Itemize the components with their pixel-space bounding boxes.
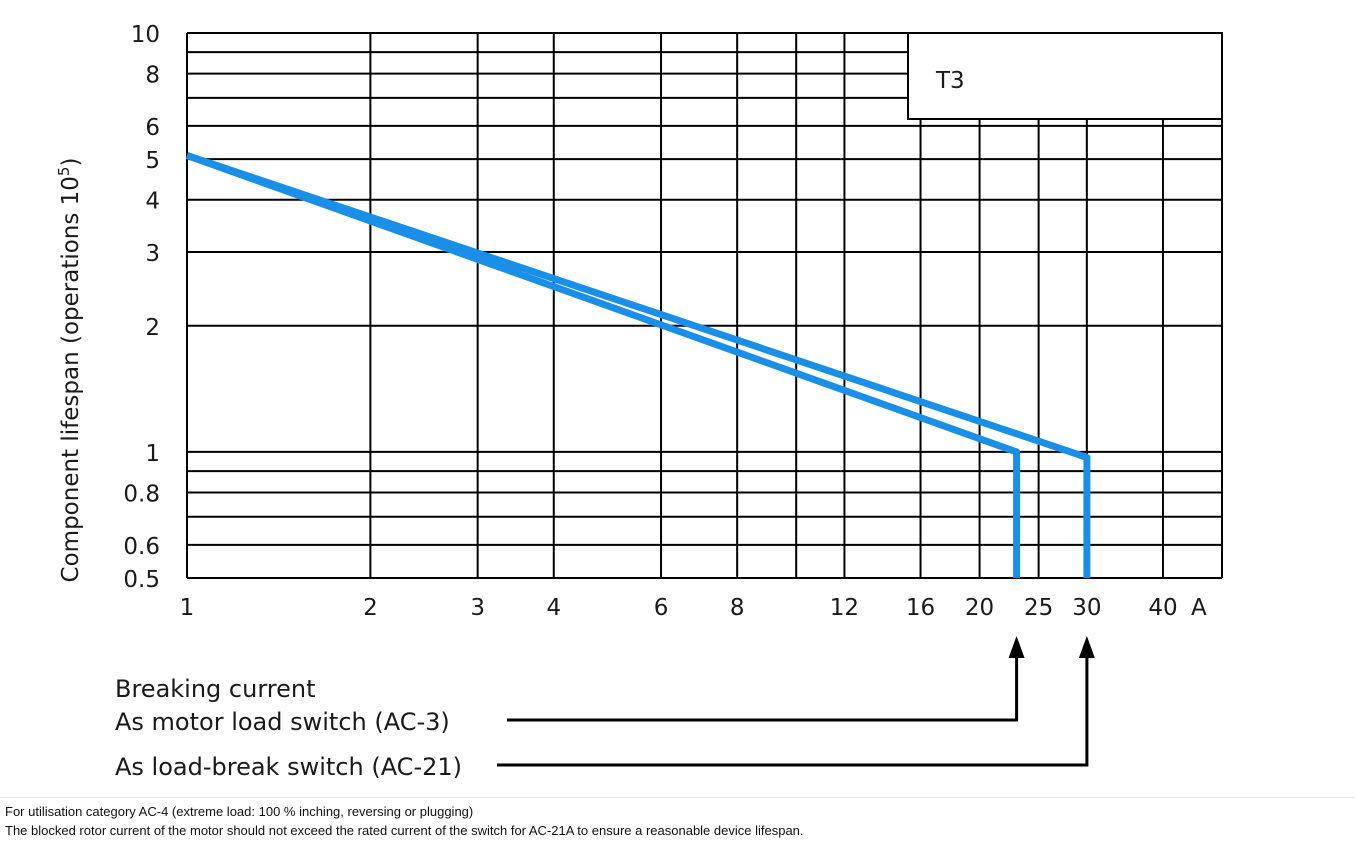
footnote-blocked-rotor: The blocked rotor current of the motor s… xyxy=(5,823,804,838)
x-tick-label: 30 xyxy=(1072,595,1101,621)
y-tick-label: 2 xyxy=(145,315,160,341)
x-tick-label: 2 xyxy=(363,595,378,621)
y-tick-label: 10 xyxy=(131,22,160,48)
y-axis-label: Component lifespan (operations 105) xyxy=(55,158,84,583)
x-tick-label: 1 xyxy=(180,595,195,621)
y-tick-label: 8 xyxy=(145,63,160,89)
motor-load-switch-label: As motor load switch (AC-3) xyxy=(115,708,450,736)
x-tick-label: 20 xyxy=(965,595,994,621)
footnote-ac4: For utilisation category AC-4 (extreme l… xyxy=(5,804,474,819)
x-tick-label: 25 xyxy=(1024,595,1053,621)
y-axis-label-main: Component lifespan (operations 10 xyxy=(58,176,84,582)
series-group xyxy=(185,152,1091,578)
y-tick-label: 4 xyxy=(145,189,160,215)
x-tick-label: 12 xyxy=(830,595,859,621)
x-tick-label: 4 xyxy=(546,595,561,621)
x-tick-label: 3 xyxy=(470,595,485,621)
t3-box-frame xyxy=(907,32,1223,120)
y-tick-label: 5 xyxy=(145,148,160,174)
loadbreak-arrow-head xyxy=(1078,636,1095,658)
y-tick-label: 3 xyxy=(145,241,160,267)
y-tick-label: 0.8 xyxy=(123,481,160,507)
y-tick-label: 6 xyxy=(145,115,160,141)
y-axis-label-superscript: 5 xyxy=(55,167,73,177)
footnotes: For utilisation category AC-4 (extreme l… xyxy=(5,802,1350,840)
x-tick-labels: 1 2 3 4 6 8 12 16 20 25 30 40 A xyxy=(180,595,1207,621)
x-tick-label: 6 xyxy=(654,595,669,621)
series-line-2 xyxy=(185,152,1091,578)
breaking-current-heading: Breaking current xyxy=(115,675,316,703)
y-axis-label-suffix: ) xyxy=(58,158,84,167)
x-tick-label: 8 xyxy=(730,595,745,621)
breaking-current-annotations: Breaking current As motor load switch (A… xyxy=(115,636,1095,781)
x-tick-label: 40 xyxy=(1148,595,1177,621)
y-tick-label: 1 xyxy=(145,441,160,467)
series-line-1 xyxy=(185,152,1021,578)
motor-arrow-line xyxy=(507,654,1019,722)
footnote-separator xyxy=(0,797,1355,798)
loadbreak-arrow-line xyxy=(497,654,1089,767)
motor-arrow-head xyxy=(1008,636,1025,658)
x-unit-label: A xyxy=(1191,595,1207,621)
t3-box: T3 xyxy=(907,32,1223,120)
load-break-switch-label: As load-break switch (AC-21) xyxy=(115,753,462,781)
t3-box-label: T3 xyxy=(935,68,965,94)
x-tick-label: 16 xyxy=(906,595,935,621)
y-tick-labels: 10 8 6 5 4 3 2 1 0.8 0.6 0.5 xyxy=(123,22,160,593)
y-tick-label: 0.6 xyxy=(123,534,160,560)
y-tick-label: 0.5 xyxy=(123,567,160,593)
